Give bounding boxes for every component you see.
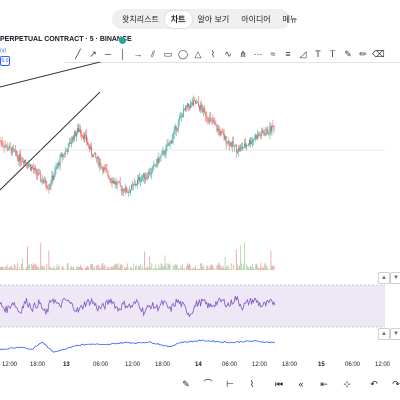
- pattern-icon[interactable]: ⋯: [253, 49, 263, 59]
- undo-icon[interactable]: ↶: [370, 379, 378, 389]
- curve-icon[interactable]: ∿: [224, 49, 232, 59]
- trend-line-icon[interactable]: ╱: [75, 49, 81, 59]
- time-label: 06:00: [222, 362, 238, 368]
- drawn-trend-line[interactable]: [0, 62, 120, 88]
- marker-icon[interactable]: ⌇: [249, 379, 255, 389]
- rsi-band: [0, 285, 385, 327]
- pen-icon[interactable]: ⌒: [203, 379, 213, 389]
- pitchfork-icon[interactable]: ⋔: [239, 49, 247, 59]
- indicator-line: [0, 339, 276, 353]
- price-badge[interactable]: 6.0: [0, 56, 10, 66]
- vertical-line-icon[interactable]: │: [120, 49, 126, 59]
- volume-label: (u): [0, 48, 7, 54]
- scale-up-icon[interactable]: ▲: [378, 272, 390, 284]
- indicator-up-icon[interactable]: ▲: [378, 328, 390, 340]
- time-label: 15: [318, 362, 325, 368]
- tab-1[interactable]: 차트: [164, 10, 192, 28]
- indicator-down-icon[interactable]: ▼: [390, 328, 400, 340]
- text-icon[interactable]: T: [315, 49, 321, 59]
- symbol-title[interactable]: PERPETUAL CONTRACT · 5 · BINANCE: [0, 36, 132, 43]
- time-label: 12:00: [125, 362, 141, 368]
- crosshair-icon[interactable]: ⊹: [343, 379, 351, 389]
- skip-back-icon[interactable]: ⏮: [274, 379, 284, 389]
- channel-icon[interactable]: ⫽: [150, 49, 155, 59]
- ellipse-icon[interactable]: ◯: [177, 49, 189, 59]
- horizontal-line-icon[interactable]: ─: [104, 49, 112, 59]
- market-status-dot: [119, 37, 126, 44]
- time-label: 18:00: [155, 362, 171, 368]
- scale-down-icon[interactable]: ▼: [390, 272, 400, 284]
- volume-group: [0, 242, 275, 270]
- time-label: 12:00: [375, 362, 391, 368]
- timeline-icon[interactable]: ⊢: [226, 379, 234, 389]
- rsi-line: [0, 295, 276, 318]
- triangle-icon[interactable]: △: [194, 49, 202, 59]
- redo-icon[interactable]: ↷: [392, 379, 400, 389]
- anchored-text-icon[interactable]: Ꭲ: [330, 49, 336, 59]
- time-label: 06:00: [93, 362, 109, 368]
- bottom-toolbar: ✎ ⌒ ⊢ ⌇ ⏮ « ⇤ ⊹ ↶ ↷: [178, 378, 400, 392]
- tab-2[interactable]: 알아 보기: [197, 14, 230, 24]
- time-label: 06:00: [345, 362, 361, 368]
- path-icon[interactable]: ⌇: [210, 49, 216, 59]
- rectangle-icon[interactable]: ▭: [163, 49, 173, 59]
- drawn-trend-line-lower[interactable]: [0, 91, 101, 191]
- brush-icon[interactable]: ✎: [182, 379, 190, 389]
- pencil-icon[interactable]: ✏: [359, 49, 367, 59]
- wave-icon[interactable]: ≈: [270, 49, 276, 59]
- time-label: 13: [63, 362, 70, 368]
- time-label: 12:00: [2, 362, 18, 368]
- tab-4[interactable]: 메뉴: [282, 14, 298, 24]
- eraser-icon[interactable]: ⌫: [372, 49, 385, 59]
- tab-0[interactable]: 왓치리스트: [122, 14, 159, 24]
- gann-icon[interactable]: ◿: [299, 49, 307, 59]
- brush-icon[interactable]: ✎: [344, 49, 352, 59]
- time-label: 18:00: [282, 362, 298, 368]
- rewind-end-icon[interactable]: ⇤: [320, 379, 328, 389]
- time-label: 14: [195, 362, 202, 368]
- tab-bar: 왓치리스트 차트 알아 보기 아이디어 메뉴: [112, 9, 297, 29]
- time-label: 18:00: [30, 362, 46, 368]
- ray-icon[interactable]: ↗: [89, 49, 97, 59]
- tab-3[interactable]: 아이디어: [241, 14, 271, 24]
- arrow-icon[interactable]: →: [133, 49, 143, 59]
- chart-canvas[interactable]: [0, 62, 400, 362]
- drawing-toolbar: ╱ ↗ ─ │ → ⫽ ▭ ◯ △ ⌇ ∿ ⋔ ⋯ ≈ ≡ ◿ T Ꭲ ✎ ✏ ⌫: [64, 46, 400, 63]
- fib-icon[interactable]: ≡: [285, 49, 291, 59]
- candles-group: [0, 95, 275, 197]
- rewind-icon[interactable]: «: [298, 379, 304, 389]
- time-label: 12:00: [252, 362, 268, 368]
